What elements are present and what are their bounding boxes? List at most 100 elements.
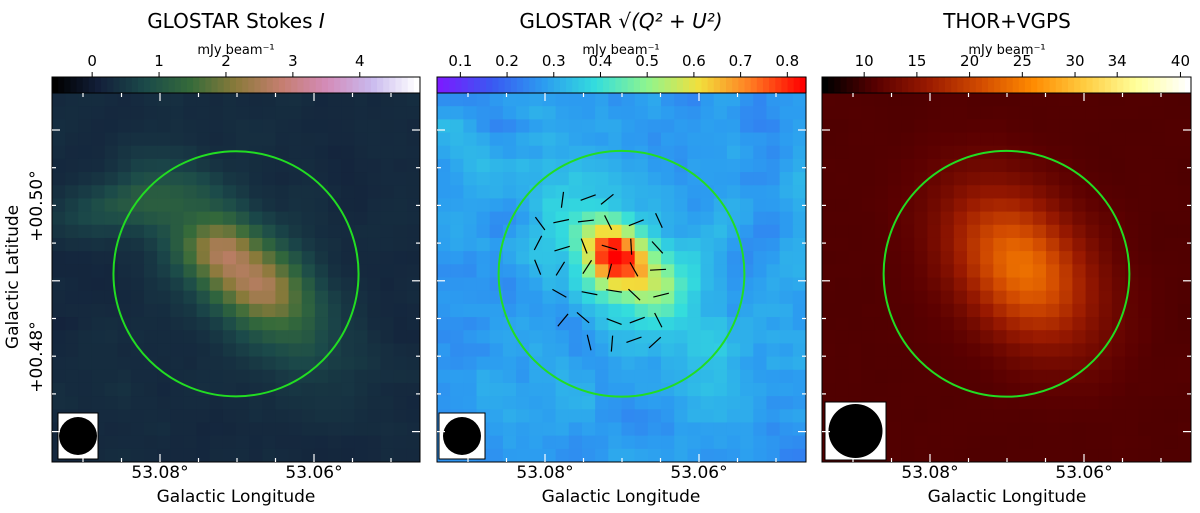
map-pixel xyxy=(275,409,290,424)
map-pixel xyxy=(753,264,768,279)
polarization-vector xyxy=(581,291,598,296)
map-pixel xyxy=(262,369,277,384)
map-pixel xyxy=(595,158,609,173)
map-pixel xyxy=(275,277,290,292)
map-pixel xyxy=(1177,396,1191,410)
map-pixel xyxy=(144,356,158,371)
map-pixel xyxy=(661,396,675,410)
map-pixel xyxy=(393,303,408,318)
map-pixel xyxy=(634,224,649,239)
map-pixel xyxy=(328,435,342,450)
map-pixel xyxy=(367,382,382,397)
map-pixel xyxy=(542,396,557,410)
colorbar-segment xyxy=(193,77,200,93)
map-pixel xyxy=(700,93,715,107)
map-pixel xyxy=(927,211,942,226)
map-pixel xyxy=(170,356,185,371)
map-pixel xyxy=(393,93,408,107)
colorbar-segment xyxy=(1031,77,1038,93)
map-pixel xyxy=(157,237,171,252)
map-pixel xyxy=(78,172,93,186)
map-pixel xyxy=(647,106,662,120)
map-pixel xyxy=(314,290,329,305)
map-pixel xyxy=(130,185,145,200)
map-pixel xyxy=(608,369,623,384)
map-pixel xyxy=(463,330,478,344)
map-pixel xyxy=(1138,119,1153,134)
map-pixel xyxy=(463,172,478,186)
map-pixel xyxy=(78,277,93,292)
map-pixel xyxy=(1006,185,1021,200)
map-pixel xyxy=(822,106,836,120)
map-pixel xyxy=(555,211,570,226)
map-pixel xyxy=(301,132,316,147)
map-pixel xyxy=(608,172,623,186)
map-pixel xyxy=(647,356,662,371)
map-pixel xyxy=(463,224,478,239)
map-pixel xyxy=(1164,290,1179,305)
map-pixel xyxy=(634,251,649,265)
map-pixel xyxy=(555,237,570,252)
map-pixel xyxy=(1138,435,1153,450)
map-pixel xyxy=(980,303,994,318)
map-pixel xyxy=(887,290,902,305)
map-pixel xyxy=(634,435,649,450)
map-pixel xyxy=(328,317,342,331)
map-pixel xyxy=(835,211,849,226)
map-pixel xyxy=(222,119,237,134)
map-pixel xyxy=(901,330,915,344)
map-pixel xyxy=(393,224,408,239)
colorbar-segment xyxy=(969,77,977,93)
map-pixel xyxy=(236,448,250,462)
map-pixel xyxy=(753,185,768,200)
map-pixel xyxy=(779,343,794,358)
map-pixel xyxy=(940,330,955,344)
map-pixel xyxy=(341,237,355,252)
map-pixel xyxy=(661,343,675,358)
map-pixel xyxy=(940,409,955,424)
colorbar-segment xyxy=(180,77,188,93)
map-pixel xyxy=(661,185,675,200)
map-pixel xyxy=(275,317,290,331)
map-pixel xyxy=(581,356,596,371)
map-pixel xyxy=(1006,422,1021,437)
colorbar-tick-label: 30 xyxy=(1065,52,1084,70)
colorbar-segment xyxy=(297,77,305,93)
map-pixel xyxy=(766,211,781,226)
map-pixel xyxy=(393,185,408,200)
map-pixel xyxy=(647,277,662,292)
map-pixel xyxy=(966,435,981,450)
map-pixel xyxy=(542,198,557,213)
map-pixel xyxy=(450,106,464,120)
colorbar-segment xyxy=(726,77,733,93)
map-pixel xyxy=(1125,277,1139,292)
map-pixel xyxy=(874,369,889,384)
map-pixel xyxy=(288,422,303,437)
map-pixel xyxy=(314,119,329,134)
polarization-vector xyxy=(606,263,613,280)
map-pixel xyxy=(581,211,596,226)
map-pixel xyxy=(117,277,132,292)
colorbar-segment xyxy=(877,77,885,93)
map-pixel xyxy=(1138,172,1153,186)
map-pixel xyxy=(354,237,369,252)
map-pixel xyxy=(595,382,609,397)
map-pixel xyxy=(726,290,741,305)
map-pixel xyxy=(104,93,119,107)
map-pixel xyxy=(980,409,994,424)
map-pixel xyxy=(380,93,395,107)
map-pixel xyxy=(661,119,675,134)
map-pixel xyxy=(393,211,408,226)
map-pixel xyxy=(516,369,530,384)
colorbar-segment xyxy=(719,77,727,93)
map-pixel xyxy=(314,369,329,384)
map-pixel xyxy=(953,448,968,462)
colorbar-segment xyxy=(590,77,598,93)
map-pixel xyxy=(78,211,93,226)
map-pixel xyxy=(835,264,849,279)
map-pixel xyxy=(647,264,662,279)
map-pixel xyxy=(927,185,942,200)
map-pixel xyxy=(380,145,395,160)
colorbar-segment xyxy=(174,77,182,93)
map-pixel xyxy=(914,211,929,226)
